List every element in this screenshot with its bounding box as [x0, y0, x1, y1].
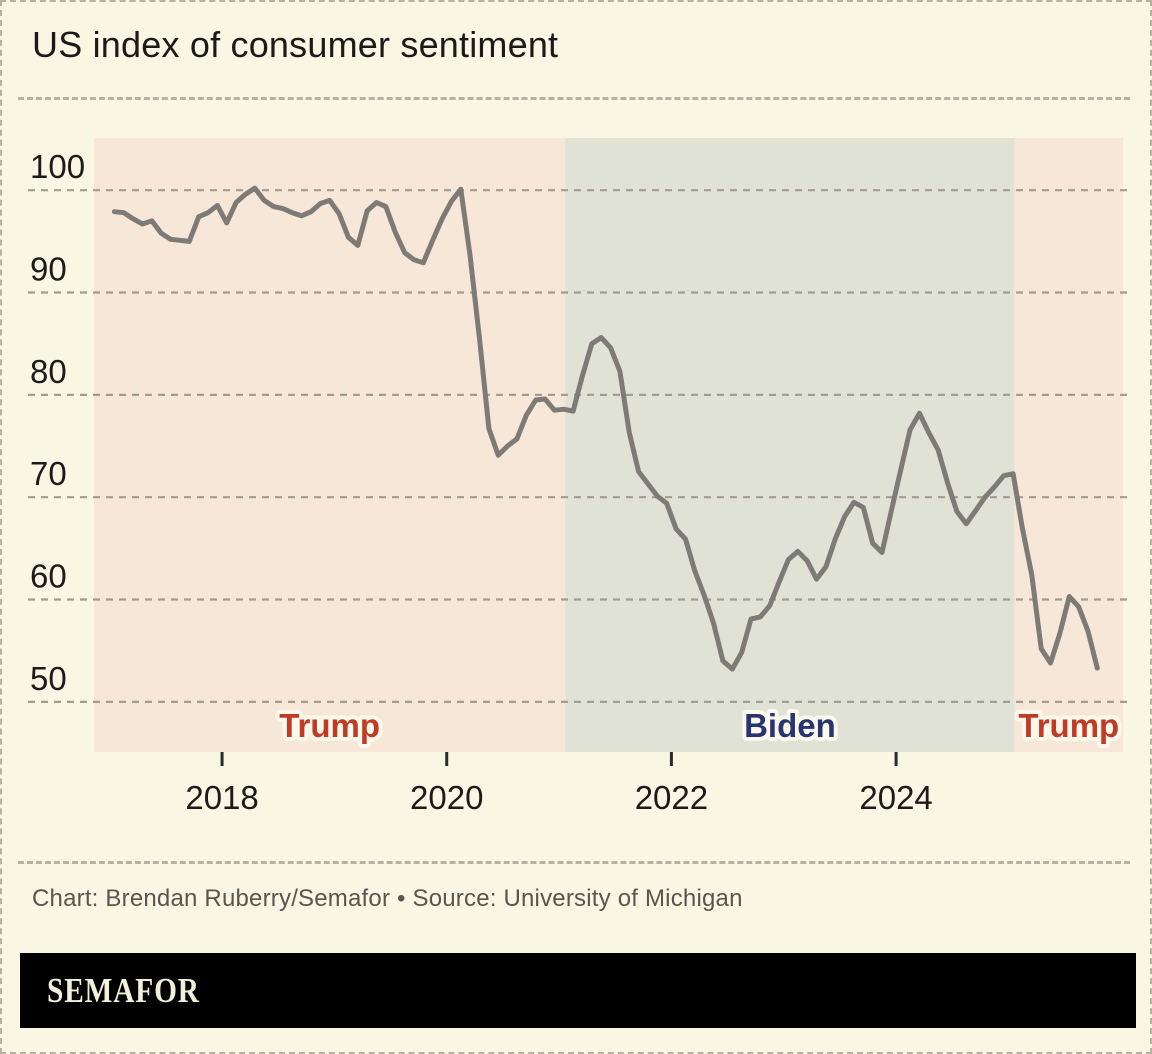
y-tick-label: 80	[30, 353, 67, 390]
footer-separator	[18, 861, 1130, 864]
y-tick-label: 90	[30, 251, 67, 288]
presidency-region-trump	[1014, 138, 1123, 752]
chart-credit: Chart: Brendan Ruberry/Semafor • Source:…	[32, 885, 743, 912]
semafor-logo-bar: SEMAFOR	[20, 953, 1136, 1028]
page-title: US index of consumer sentiment	[32, 24, 559, 65]
y-tick-label: 70	[30, 455, 67, 492]
presidency-region-biden	[565, 138, 1015, 752]
y-tick-label: 60	[30, 558, 67, 595]
president-label-trump: Trump	[1018, 707, 1119, 744]
president-label-trump: Trump	[279, 707, 380, 744]
x-tick-label: 2020	[410, 779, 483, 816]
x-tick-label: 2024	[859, 779, 932, 816]
semafor-wordmark: SEMAFOR	[47, 970, 200, 1010]
x-tick-label: 2022	[635, 779, 708, 816]
x-tick-label: 2018	[185, 779, 258, 816]
y-tick-label: 100	[30, 148, 85, 185]
president-label-biden: Biden	[744, 707, 836, 744]
title-separator	[18, 97, 1130, 100]
consumer-sentiment-line-chart: 100 90 80 70 60 50 2018 2020 2022 2024 Trump Biden T…	[28, 138, 1130, 816]
sentiment-line	[111, 185, 1100, 672]
y-tick-label: 50	[30, 660, 67, 697]
